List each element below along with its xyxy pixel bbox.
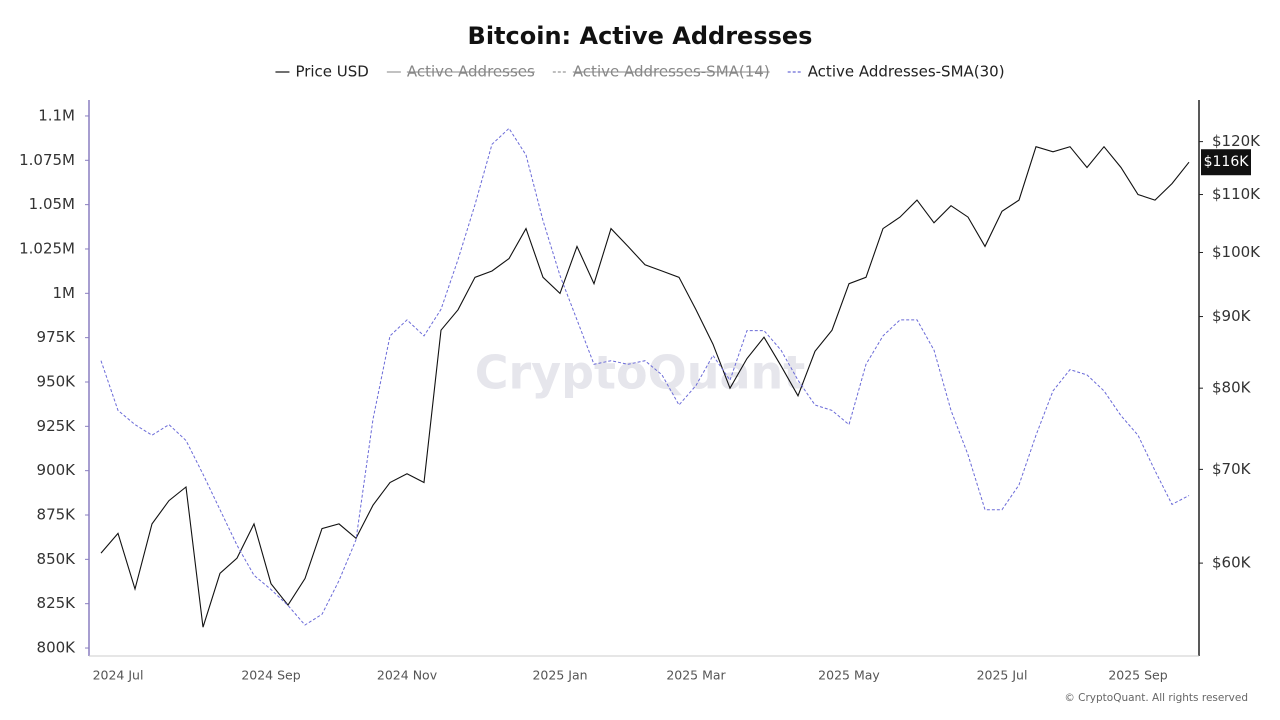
watermark: CryptoQuant <box>475 346 806 400</box>
legend-label: Active Addresses-SMA(30) <box>808 63 1005 81</box>
x-tick-label: 2025 May <box>818 668 880 683</box>
legend-item: Price USD <box>275 63 369 81</box>
x-tick-label: 2025 Sep <box>1108 668 1167 683</box>
y-tick-label: 1M <box>53 284 76 302</box>
y2-tick-label: $110K <box>1212 185 1261 203</box>
y-tick-label: 975K <box>37 328 77 346</box>
y2-tick-label: $60K <box>1212 554 1252 572</box>
x-tick-label: 2024 Nov <box>377 668 438 683</box>
legend-item: Active Addresses-SMA(14) <box>552 63 770 81</box>
y-tick-label: 900K <box>37 461 77 479</box>
y-tick-label: 1.075M <box>19 151 75 169</box>
y-tick-label: 1.025M <box>19 239 75 257</box>
x-tick-label: 2025 Jul <box>977 668 1028 683</box>
y-tick-label: 950K <box>37 372 77 390</box>
y2-tick-label: $90K <box>1212 307 1252 325</box>
series-line <box>100 145 1190 628</box>
footer: © CryptoQuant. All rights reserved <box>1064 692 1248 704</box>
y-tick-label: 875K <box>37 506 77 524</box>
x-tick-label: 2025 Mar <box>666 668 726 683</box>
y2-tick-label: $70K <box>1212 460 1252 478</box>
x-tick-label: 2024 Sep <box>241 668 300 683</box>
series-line <box>100 127 1190 626</box>
legend-label: Price USD <box>295 63 368 81</box>
y-tick-label: 925K <box>37 417 77 435</box>
y-tick-label: 1.05M <box>29 195 75 213</box>
y2-tick-label: $100K <box>1212 243 1261 261</box>
legend-item: Active Addresses <box>386 63 535 81</box>
y-tick-label: 850K <box>37 550 77 568</box>
y-tick-label: 1.1M <box>38 106 75 124</box>
x-tick-label: 2025 Jan <box>532 668 587 683</box>
price-marker <box>1201 149 1251 176</box>
y-tick-label: 825K <box>37 594 77 612</box>
chart-title: Bitcoin: Active Addresses <box>468 22 813 50</box>
x-tick-label: 2024 Jul <box>93 668 144 683</box>
y2-tick-label: $120K <box>1212 132 1261 150</box>
y2-tick-label: $80K <box>1212 379 1252 397</box>
price-marker-label: $116K <box>1204 154 1250 170</box>
legend: Price USD Active Addresses Active Addresse… <box>275 63 1005 81</box>
legend-item: Active Addresses-SMA(30) <box>787 63 1005 81</box>
y-tick-label: 800K <box>37 639 77 657</box>
